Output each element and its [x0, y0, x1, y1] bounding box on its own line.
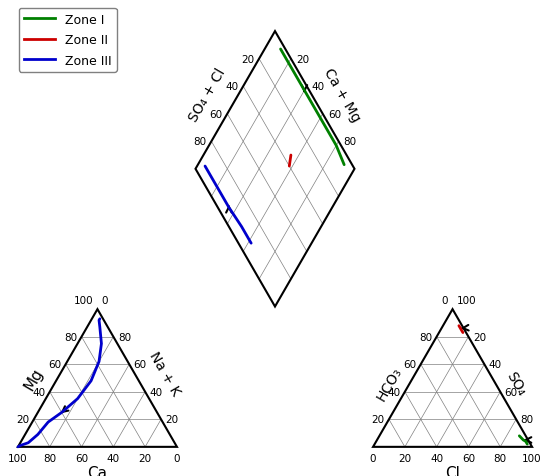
- Text: SO₄ + Cl: SO₄ + Cl: [187, 66, 229, 125]
- Text: 80: 80: [344, 137, 357, 147]
- Text: 80: 80: [193, 137, 206, 147]
- Text: SO₄: SO₄: [504, 369, 529, 398]
- Legend: Zone I, Zone II, Zone III: Zone I, Zone II, Zone III: [19, 9, 117, 72]
- Text: 80: 80: [118, 332, 131, 342]
- Text: 20: 20: [139, 453, 152, 463]
- Text: 100: 100: [8, 453, 28, 463]
- Text: 0: 0: [174, 453, 180, 463]
- Text: 40: 40: [32, 387, 45, 397]
- Text: 40: 40: [387, 387, 400, 397]
- Text: 60: 60: [134, 359, 147, 369]
- Text: 40: 40: [430, 453, 443, 463]
- Text: 60: 60: [328, 109, 341, 119]
- Text: 40: 40: [150, 387, 163, 397]
- Text: Mg: Mg: [21, 365, 46, 392]
- Text: 80: 80: [43, 453, 56, 463]
- Text: 80: 80: [64, 332, 77, 342]
- Text: 40: 40: [489, 359, 502, 369]
- Text: 20: 20: [16, 415, 29, 425]
- Text: 0: 0: [102, 295, 108, 305]
- Text: 40: 40: [107, 453, 120, 463]
- Text: 80: 80: [494, 453, 507, 463]
- Text: 60: 60: [403, 359, 416, 369]
- Text: HCO₃: HCO₃: [374, 364, 404, 403]
- Text: 0: 0: [442, 295, 448, 305]
- Text: 0: 0: [370, 453, 376, 463]
- Text: 20: 20: [166, 415, 179, 425]
- Text: 100: 100: [522, 453, 542, 463]
- Text: 40: 40: [225, 82, 238, 92]
- Text: 20: 20: [296, 55, 309, 65]
- Text: Ca + Mg: Ca + Mg: [321, 66, 364, 125]
- Text: Cl: Cl: [445, 466, 460, 476]
- Text: 60: 60: [505, 387, 518, 397]
- Text: 60: 60: [75, 453, 88, 463]
- Text: 20: 20: [371, 415, 384, 425]
- Text: 100: 100: [457, 295, 476, 305]
- Text: 60: 60: [462, 453, 475, 463]
- Text: 60: 60: [209, 109, 222, 119]
- Text: 20: 20: [473, 332, 486, 342]
- Text: 60: 60: [48, 359, 61, 369]
- Text: 20: 20: [241, 55, 254, 65]
- Text: Ca: Ca: [87, 466, 107, 476]
- Text: 100: 100: [74, 295, 93, 305]
- Text: 80: 80: [521, 415, 534, 425]
- Text: 20: 20: [398, 453, 411, 463]
- Text: Na + K: Na + K: [147, 348, 183, 397]
- Text: 80: 80: [419, 332, 432, 342]
- Text: 40: 40: [312, 82, 325, 92]
